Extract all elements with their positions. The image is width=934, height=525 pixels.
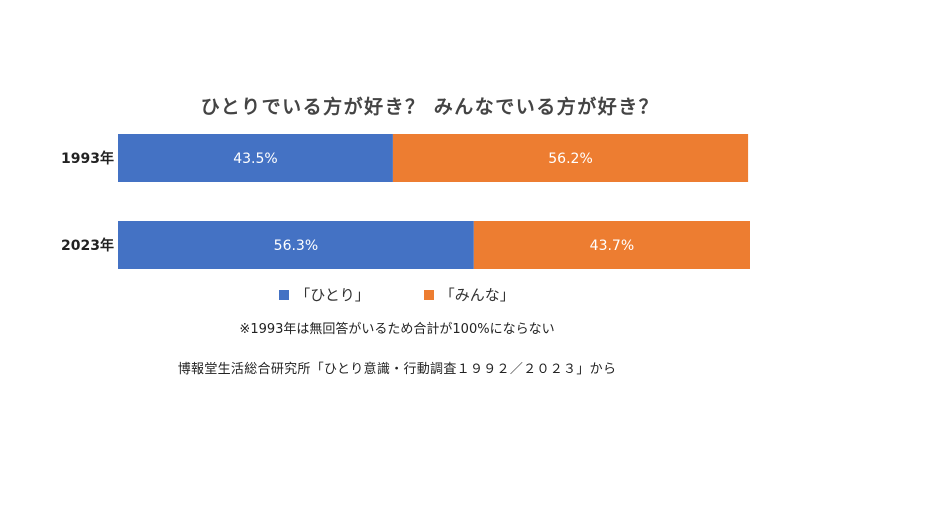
bar-segment-1-0 [118,221,474,269]
data-label-1-1: 43.7% [590,238,634,254]
legend-swatch-minna [423,289,434,300]
legend-item-hitori: 「ひとり」 [279,284,370,305]
data-label-0-1: 56.2% [548,151,592,167]
source-credit: 博報堂生活総合研究所「ひとり意識・行動調査１９９２／２０２３」から [177,362,617,377]
legend-label-hitori: 「ひとり」 [295,286,370,304]
legend-swatch-hitori [279,289,290,300]
footnote: ※1993年は無回答がいるため合計が100%にならない [239,322,555,337]
bar-segment-1-1 [473,221,750,269]
legend-label-minna: 「みんな」 [439,286,515,304]
legend: 「ひとり」 「みんな」 [0,284,864,305]
category-label-0: 1993年 [61,150,114,167]
chart-title: ひとりでいる方が好き？ みんなでいる方が好き？ [200,96,660,118]
category-label-1: 2023年 [61,237,114,254]
bar-segment-0-0 [118,134,393,182]
data-label-1-0: 56.3% [274,238,318,254]
bar-segment-0-1 [392,134,749,182]
stacked-bar-chart: 1993年 43.5% 56.2% 2023年 56.3% 43.7% [61,134,750,269]
data-label-0-0: 43.5% [233,151,277,167]
legend-item-minna: 「みんな」 [423,284,515,305]
